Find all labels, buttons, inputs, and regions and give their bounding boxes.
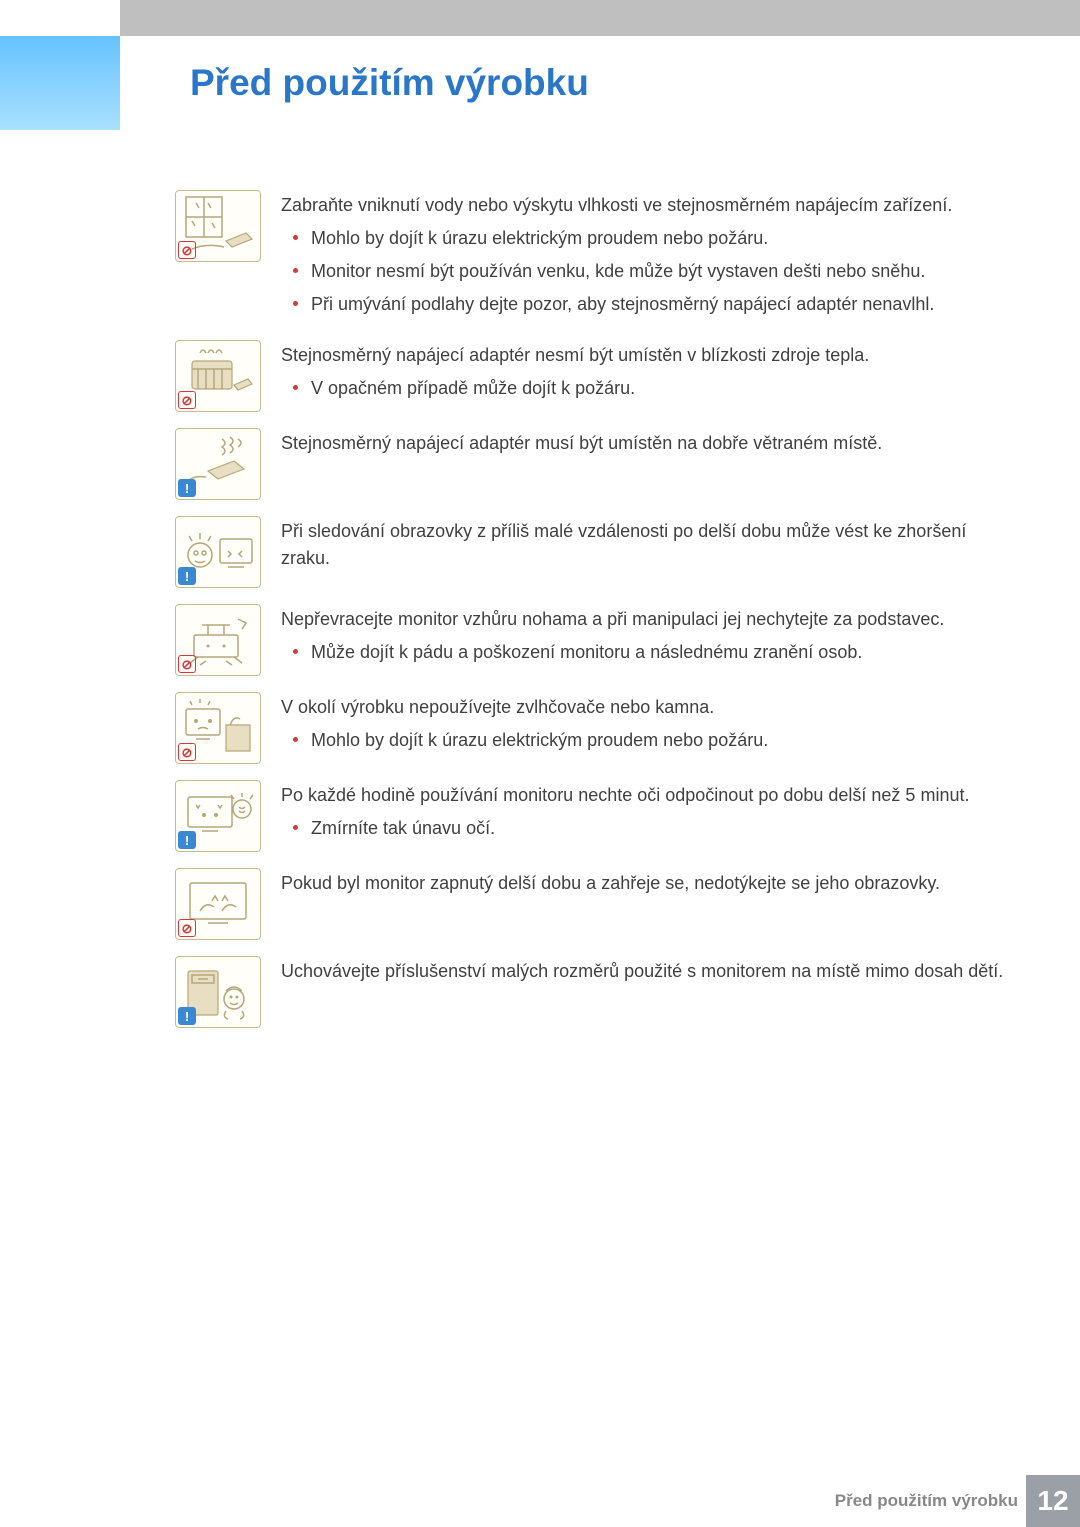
item-text: Zabraňte vniknutí vody nebo výskytu vlhk… [281,190,1010,324]
safety-item: ! Stejnosměrný napájecí adaptér musí být… [175,428,1010,500]
humidifier-icon: ⊘ [175,692,261,764]
safety-item: ⊘ Stejnosměrný napájecí adaptér nesmí bý… [175,340,1010,412]
eye-distance-icon: ! [175,516,261,588]
bullet: Při umývání podlahy dejte pozor, aby ste… [311,291,1010,318]
item-text: Po každé hodině používání monitoru necht… [281,780,1010,848]
icon-cell: ! [175,780,263,852]
item-text: V okolí výrobku nepoužívejte zvlhčovače … [281,692,1010,760]
item-text: Nepřevracejte monitor vzhůru nohama a př… [281,604,1010,672]
prohibit-icon: ⊘ [178,743,196,761]
item-bullets: Mohlo by dojít k úrazu elektrickým proud… [281,225,1010,318]
item-para: V okolí výrobku nepoužívejte zvlhčovače … [281,694,1010,721]
left-blue-band [0,0,120,1527]
item-para: Zabraňte vniknutí vody nebo výskytu vlhk… [281,192,1010,219]
page-header: Před použitím výrobku [120,36,1080,130]
safety-item: ⊘ Pokud byl monitor zapnutý delší dobu a… [175,868,1010,940]
icon-cell: ⊘ [175,692,263,764]
top-grey-band [0,0,1080,36]
page-number: 12 [1026,1475,1080,1527]
safety-item: ! Uchovávejte příslušenství malých rozmě… [175,956,1010,1028]
item-bullets: V opačném případě může dojít k požáru. [281,375,1010,402]
info-icon: ! [178,1007,196,1025]
prohibit-icon: ⊘ [178,919,196,937]
icon-cell: ⊘ [175,868,263,940]
item-text: Uchovávejte příslušenství malých rozměrů… [281,956,1010,991]
item-text: Stejnosměrný napájecí adaptér nesmí být … [281,340,1010,408]
page-title: Před použitím výrobku [190,62,589,104]
safety-item: ⊘ Nepřevracejte monitor vzhůru nohama a … [175,604,1010,676]
item-para: Při sledování obrazovky z příliš malé vz… [281,518,1010,572]
safety-item: ! Po každé hodině používání monitoru nec… [175,780,1010,852]
prohibit-icon: ⊘ [178,241,196,259]
bullet: V opačném případě může dojít k požáru. [311,375,1010,402]
safety-item: ⊘ Zabraňte vniknutí vody nebo výskytu vl… [175,190,1010,324]
prohibit-icon: ⊘ [178,391,196,409]
icon-cell: ⊘ [175,190,263,262]
item-para: Nepřevracejte monitor vzhůru nohama a př… [281,606,1010,633]
icon-cell: ! [175,956,263,1028]
bullet: Monitor nesmí být používán venku, kde mů… [311,258,1010,285]
icon-cell: ⊘ [175,340,263,412]
bullet: Může dojít k pádu a poškození monitoru a… [311,639,1010,666]
prohibit-icon: ⊘ [178,655,196,673]
bullet: Zmírníte tak únavu očí. [311,815,1010,842]
item-bullets: Může dojít k pádu a poškození monitoru a… [281,639,1010,666]
item-bullets: Zmírníte tak únavu očí. [281,815,1010,842]
upside-down-icon: ⊘ [175,604,261,676]
item-para: Pokud byl monitor zapnutý delší dobu a z… [281,870,1010,897]
bullet: Mohlo by dojít k úrazu elektrickým proud… [311,225,1010,252]
item-para: Po každé hodině používání monitoru necht… [281,782,1010,809]
item-text: Pokud byl monitor zapnutý delší dobu a z… [281,868,1010,903]
icon-cell: ! [175,516,263,588]
water-adapter-icon: ⊘ [175,190,261,262]
safety-item: ! Při sledování obrazovky z příliš malé … [175,516,1010,588]
info-icon: ! [178,479,196,497]
icon-cell: ! [175,428,263,500]
bullet: Mohlo by dojít k úrazu elektrickým proud… [311,727,1010,754]
info-icon: ! [178,567,196,585]
small-parts-icon: ! [175,956,261,1028]
vent-adapter-icon: ! [175,428,261,500]
hot-screen-icon: ⊘ [175,868,261,940]
item-para: Stejnosměrný napájecí adaptér musí být u… [281,430,1010,457]
item-para: Uchovávejte příslušenství malých rozměrů… [281,958,1010,985]
safety-item: ⊘ V okolí výrobku nepoužívejte zvlhčovač… [175,692,1010,764]
rest-eyes-icon: ! [175,780,261,852]
page-footer: Před použitím výrobku 12 [0,1475,1080,1527]
info-icon: ! [178,831,196,849]
icon-cell: ⊘ [175,604,263,676]
footer-section: Před použitím výrobku [835,1491,1018,1511]
item-bullets: Mohlo by dojít k úrazu elektrickým proud… [281,727,1010,754]
item-text: Při sledování obrazovky z příliš malé vz… [281,516,1010,578]
heat-adapter-icon: ⊘ [175,340,261,412]
item-para: Stejnosměrný napájecí adaptér nesmí být … [281,342,1010,369]
item-text: Stejnosměrný napájecí adaptér musí být u… [281,428,1010,463]
safety-list: ⊘ Zabraňte vniknutí vody nebo výskytu vl… [175,190,1010,1447]
